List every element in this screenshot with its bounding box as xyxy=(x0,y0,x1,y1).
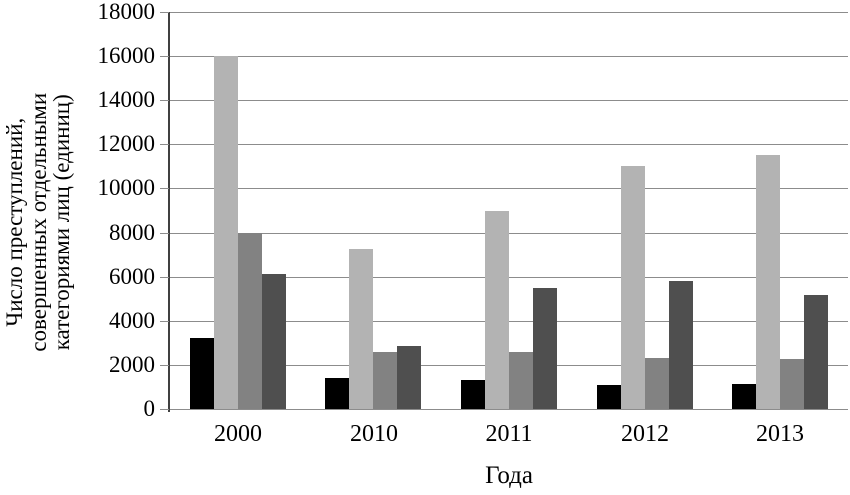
bar-2000-light-gray xyxy=(214,56,238,409)
y-tick-mark-18000 xyxy=(160,12,169,13)
bar-2010-medium-gray xyxy=(373,352,397,409)
bar-2013-light-gray xyxy=(756,155,780,409)
bar-2000-medium-gray xyxy=(238,233,262,409)
x-category-label-2010: 2010 xyxy=(350,421,398,447)
gridline-16000 xyxy=(170,56,848,57)
bar-2011-black xyxy=(461,380,485,409)
y-tick-label-0: 0 xyxy=(143,396,156,421)
y-tick-mark-8000 xyxy=(160,233,169,234)
y-tick-label-14000: 14000 xyxy=(97,87,156,112)
x-category-label-2000: 2000 xyxy=(214,421,262,447)
gridline-12000 xyxy=(170,144,848,145)
bar-2013-dark-gray xyxy=(804,295,828,409)
x-category-label-2012: 2012 xyxy=(621,421,669,447)
bar-2012-black xyxy=(597,385,621,409)
y-tick-label-4000: 4000 xyxy=(109,308,155,333)
bar-2012-dark-gray xyxy=(669,281,693,409)
bar-2000-black xyxy=(190,338,214,409)
x-axis-title: Года xyxy=(485,462,533,489)
gridline-14000 xyxy=(170,100,848,101)
y-tick-mark-12000 xyxy=(160,144,169,145)
x-category-label-2013: 2013 xyxy=(756,421,804,447)
y-tick-label-10000: 10000 xyxy=(97,175,156,200)
gridline-6000 xyxy=(170,277,848,278)
y-axis-title-line-2: совершенных отдельными xyxy=(25,92,51,352)
y-tick-label-12000: 12000 xyxy=(97,131,156,156)
bar-2011-light-gray xyxy=(485,211,509,409)
bar-2011-dark-gray xyxy=(533,288,557,409)
y-tick-label-18000: 18000 xyxy=(97,0,156,24)
y-tick-label-8000: 8000 xyxy=(109,220,155,245)
gridline-8000 xyxy=(170,233,848,234)
y-tick-mark-2000 xyxy=(160,365,169,366)
bar-2012-medium-gray xyxy=(645,358,669,409)
y-tick-mark-6000 xyxy=(160,277,169,278)
x-category-label-2011: 2011 xyxy=(485,421,533,447)
gridline-10000 xyxy=(170,188,848,189)
bar-2010-dark-gray xyxy=(397,346,421,409)
bar-2012-light-gray xyxy=(621,166,645,409)
bar-2000-dark-gray xyxy=(262,274,286,409)
bar-2011-medium-gray xyxy=(509,352,533,409)
bar-2010-black xyxy=(325,378,349,409)
y-tick-mark-10000 xyxy=(160,188,169,189)
gridline-0 xyxy=(170,409,848,410)
y-axis-title-line-1: Число преступлений, xyxy=(1,117,27,327)
y-tick-mark-0 xyxy=(160,409,169,410)
y-tick-label-6000: 6000 xyxy=(109,264,155,289)
y-tick-mark-16000 xyxy=(160,56,169,57)
plot-area xyxy=(170,12,848,410)
y-axis-line xyxy=(168,12,170,412)
gridline-4000 xyxy=(170,321,848,322)
bar-2013-black xyxy=(732,384,756,409)
y-tick-mark-14000 xyxy=(160,100,169,101)
bar-2010-light-gray xyxy=(349,249,373,409)
gridline-18000 xyxy=(170,12,848,13)
bar-2013-medium-gray xyxy=(780,359,804,409)
y-tick-mark-4000 xyxy=(160,321,169,322)
y-tick-label-2000: 2000 xyxy=(109,352,155,377)
y-tick-label-16000: 16000 xyxy=(97,43,156,68)
